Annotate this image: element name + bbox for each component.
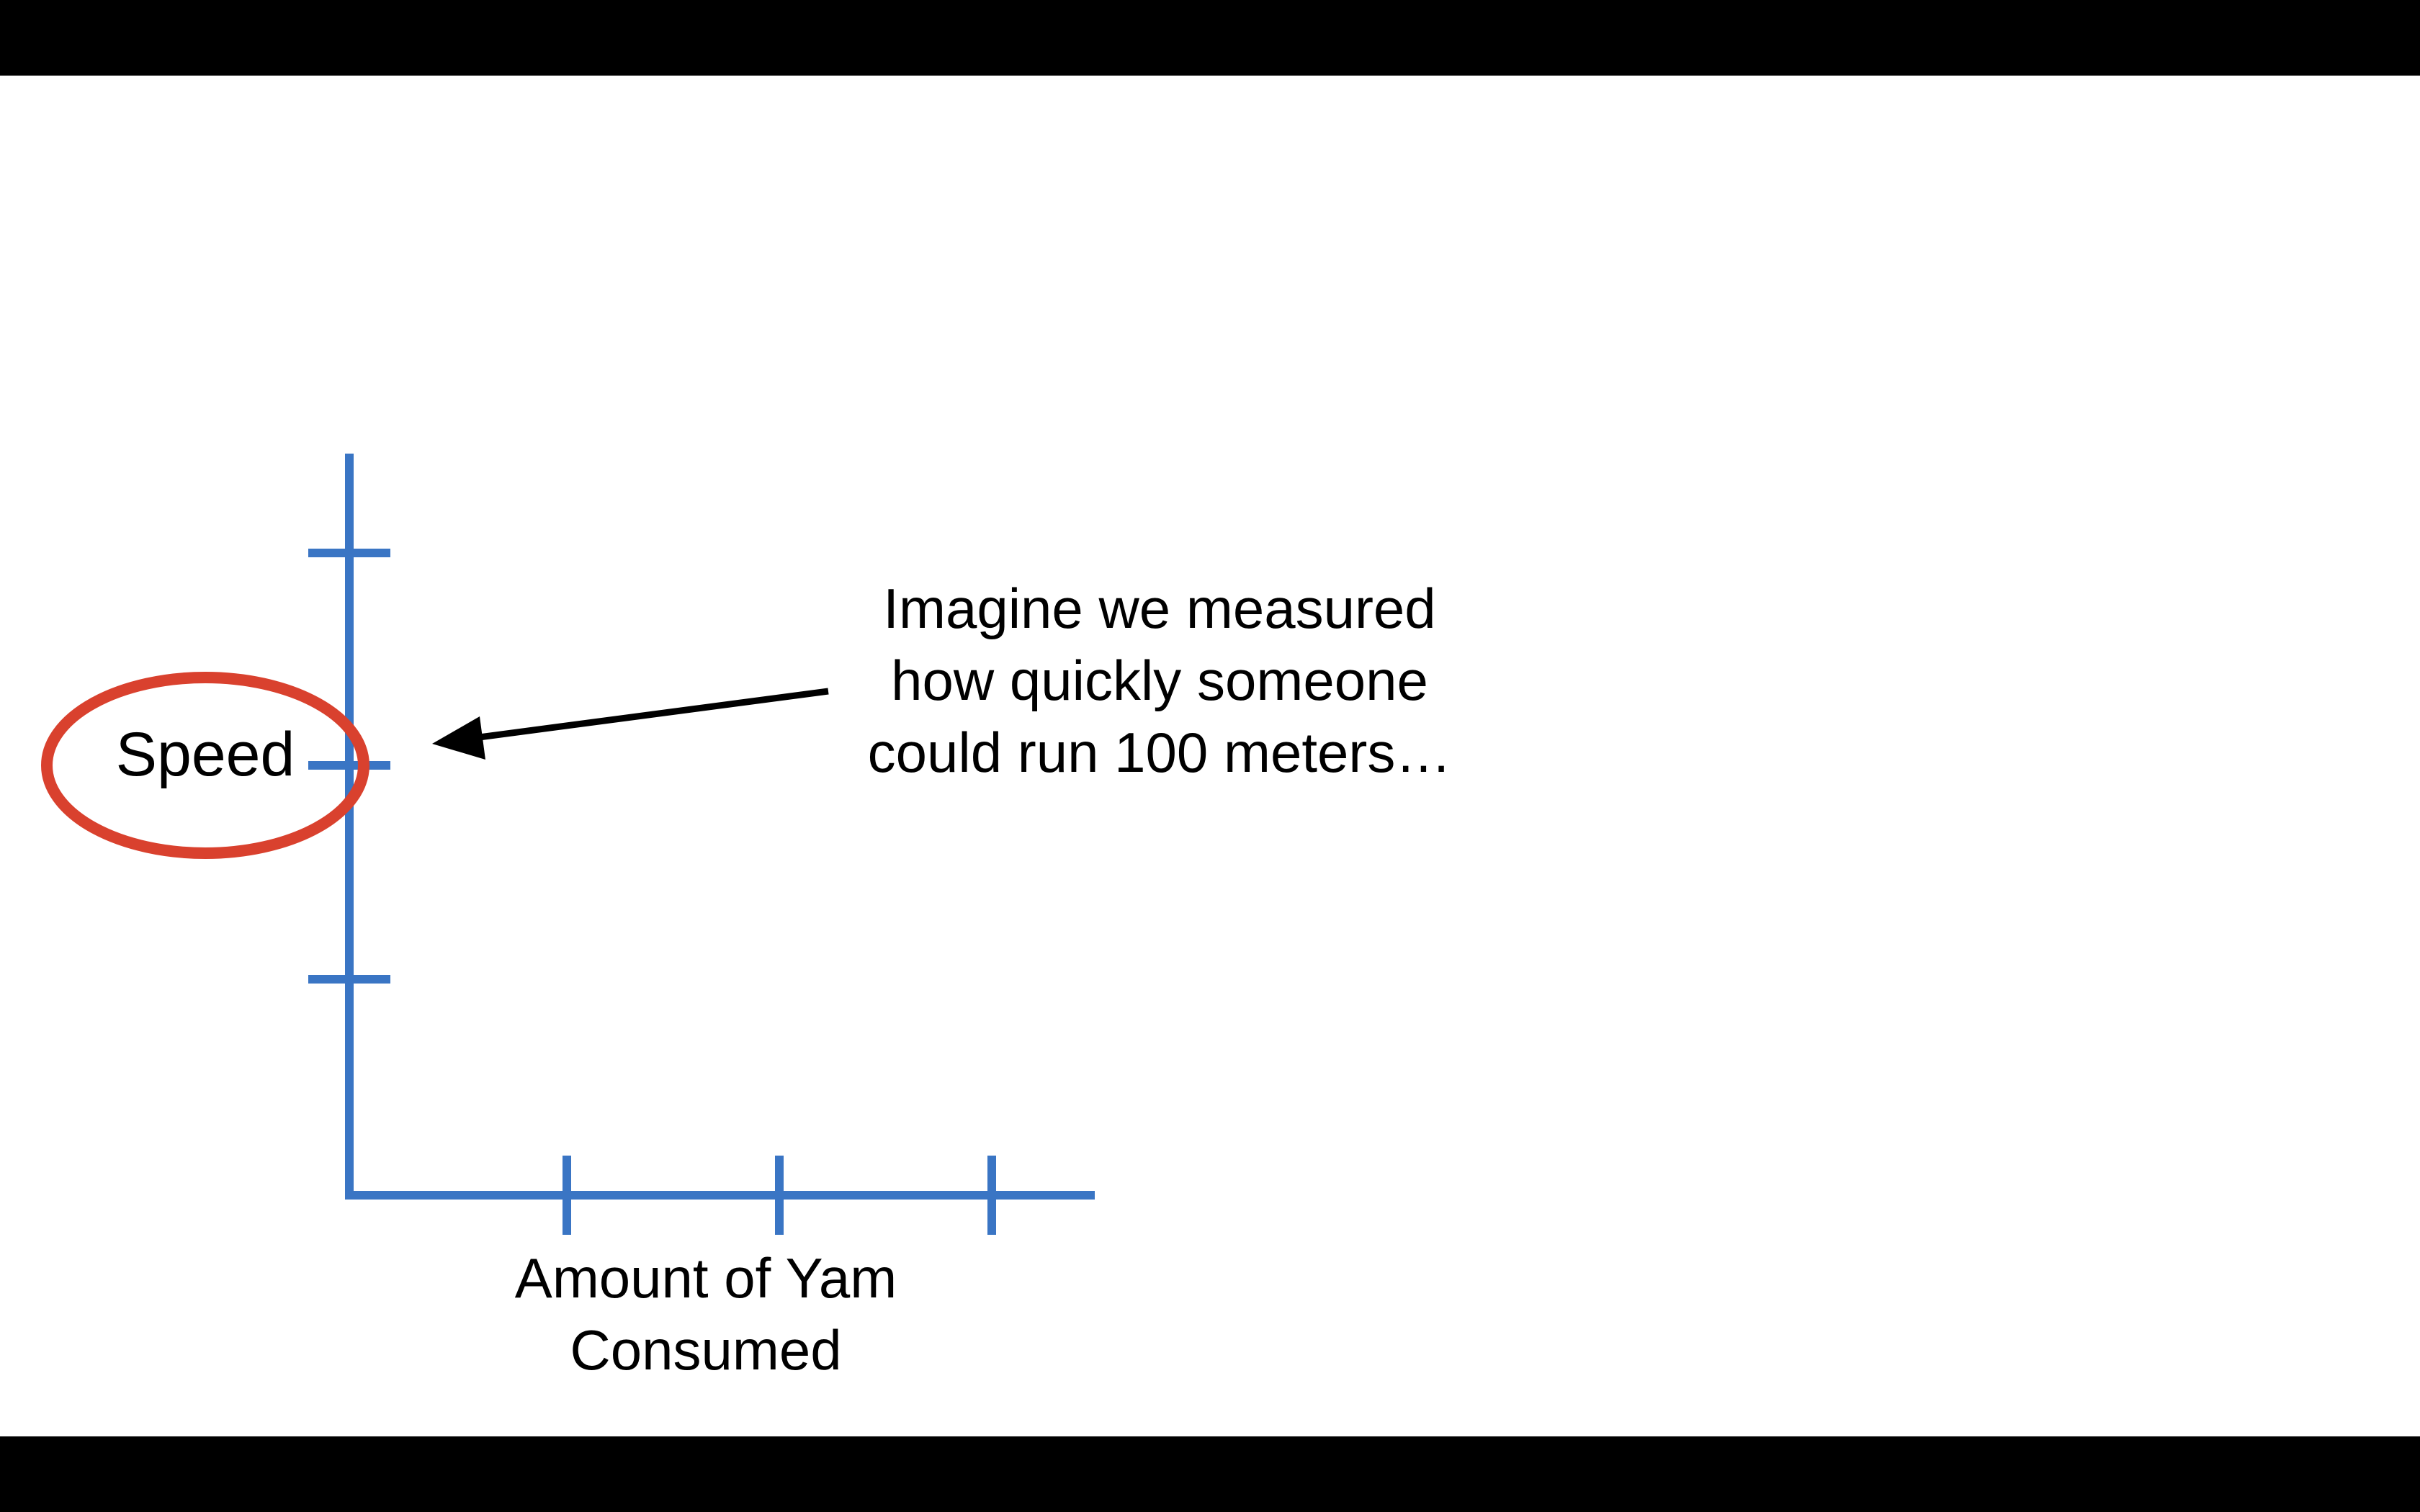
- annotation-text: Imagine we measured how quickly someone …: [792, 572, 1527, 788]
- diagram-canvas: [41, 454, 1095, 1235]
- x-axis-label-line: Consumed: [570, 1318, 842, 1382]
- highlight-circle: [41, 672, 369, 859]
- x-axis-label-line: Amount of Yam: [514, 1246, 897, 1310]
- annotation-line: Imagine we measured: [883, 577, 1436, 640]
- x-axis-label: Amount of Yam Consumed: [490, 1242, 922, 1386]
- annotation-arrow-head: [432, 716, 485, 760]
- slide: Speed Amount of Yam Consumed Imagine we …: [0, 76, 2420, 1436]
- letterbox-top: [0, 0, 2420, 76]
- annotation-arrow-line: [467, 688, 829, 742]
- annotation-line: how quickly someone: [891, 649, 1428, 712]
- annotation-line: could run 100 meters…: [867, 721, 1452, 784]
- y-axis-label: Speed: [115, 720, 295, 789]
- letterbox-bottom: [0, 1436, 2420, 1512]
